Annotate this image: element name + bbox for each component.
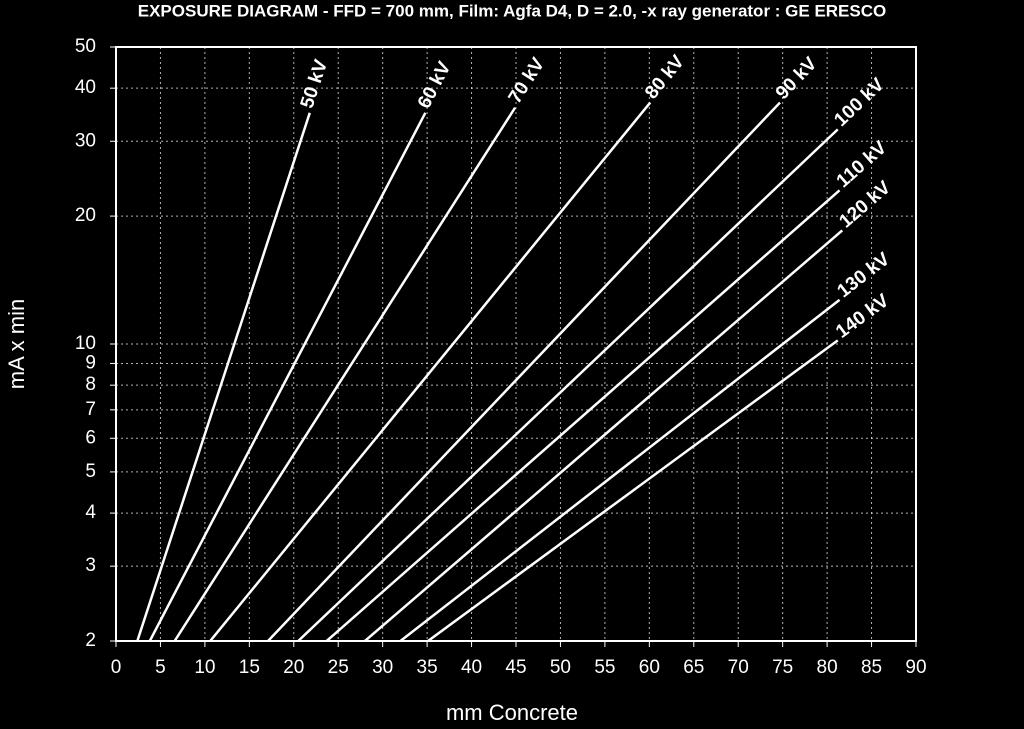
x-tick-label: 70 <box>728 657 749 678</box>
chart-title: EXPOSURE DIAGRAM - FFD = 700 mm, Film: A… <box>138 1 887 20</box>
series-line <box>364 229 844 642</box>
series-label: 60 kV <box>414 58 456 112</box>
series-line <box>136 112 311 642</box>
y-tick-label: 30 <box>75 130 96 151</box>
x-tick-label: 55 <box>594 657 615 678</box>
y-tick-label: 5 <box>85 461 96 482</box>
x-tick-label: 85 <box>861 657 882 678</box>
x-tick-label: 20 <box>283 657 304 678</box>
y-tick-label: 8 <box>85 374 96 395</box>
series-label: 100 kV <box>830 74 888 131</box>
y-tick-label: 2 <box>85 630 96 651</box>
y-tick-label: 20 <box>75 205 96 226</box>
x-tick-label: 80 <box>817 657 838 678</box>
series-line <box>297 128 839 642</box>
x-tick-label: 90 <box>905 657 926 678</box>
series-label: 80 kV <box>641 51 689 103</box>
y-axis-label: mA x min <box>4 299 29 389</box>
y-tick-label: 9 <box>85 352 96 373</box>
x-tick-label: 60 <box>639 657 660 678</box>
y-tick-label: 10 <box>75 333 96 354</box>
series-label: 140 kV <box>832 290 893 343</box>
x-tick-label: 10 <box>194 657 215 678</box>
x-tick-label: 0 <box>111 657 122 678</box>
x-tick-label: 40 <box>461 657 482 678</box>
y-tick-label: 50 <box>75 36 96 57</box>
series-label: 90 kV <box>772 53 822 104</box>
x-tick-label: 5 <box>155 657 166 678</box>
y-tick-label: 40 <box>75 77 96 98</box>
x-tick-label: 75 <box>772 657 793 678</box>
series-line <box>325 189 841 642</box>
series-line <box>209 101 652 642</box>
series-line <box>267 101 781 642</box>
series-label: 50 kV <box>297 57 332 111</box>
x-tick-label: 30 <box>372 657 393 678</box>
x-tick-label: 15 <box>239 657 260 678</box>
x-tick-label: 45 <box>505 657 526 678</box>
x-tick-label: 50 <box>550 657 571 678</box>
y-tick-label: 7 <box>85 399 96 420</box>
series-line <box>427 339 839 643</box>
x-tick-label: 65 <box>683 657 704 678</box>
series-label: 130 kV <box>834 248 895 302</box>
y-tick-label: 4 <box>85 502 96 523</box>
series-line <box>173 106 517 642</box>
series-line <box>148 112 427 642</box>
y-tick-label: 6 <box>85 427 96 448</box>
series-label: 70 kV <box>505 54 550 107</box>
x-axis-label: mm Concrete <box>446 700 578 725</box>
y-tick-label: 3 <box>85 555 96 576</box>
x-tick-label: 25 <box>328 657 349 678</box>
plot-frame <box>115 46 917 642</box>
x-tick-label: 35 <box>417 657 438 678</box>
series-line <box>399 298 841 642</box>
